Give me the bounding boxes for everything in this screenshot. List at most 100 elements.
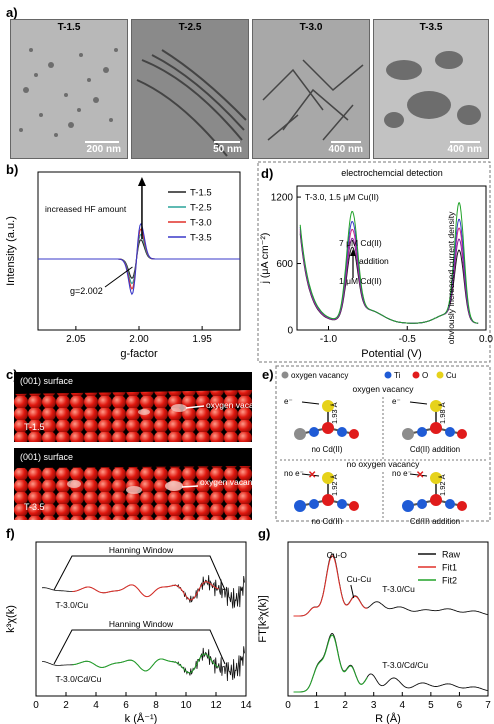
scale-label: 50 nm (213, 144, 242, 155)
ti-atom (309, 427, 319, 437)
series-label: T-3.0/Cu (56, 600, 89, 610)
legend-vacancy: oxygen vacancy (291, 371, 348, 380)
plot-frame (287, 541, 489, 697)
x-axis-label: g-factor (120, 348, 158, 360)
ti-atom (309, 499, 319, 509)
x-tick-label: 14 (240, 700, 252, 711)
plot-frame (35, 541, 247, 697)
ti-atom (417, 427, 427, 437)
o-atom (430, 494, 442, 506)
vacancy-atom (402, 428, 414, 440)
ti-atom (445, 427, 455, 437)
fit-series-line (293, 634, 368, 693)
tem-image-t15: T-1.5 200 nm (10, 19, 128, 159)
cell-caption: Cd(II) addition (410, 517, 460, 524)
panel-e-label: e) (262, 367, 274, 382)
annotation: obviously increased current density (446, 211, 456, 345)
panel-e-schematic: oxygen vacancy Ti O Cu oxygen vacancy no… (275, 365, 491, 524)
window-label: Hanning Window (109, 545, 174, 555)
cu-atom (430, 400, 442, 412)
panel-d-label: d) (261, 166, 273, 181)
ti-atom (294, 500, 306, 512)
legend-label: Fit1 (442, 563, 457, 573)
x-tick-label: 5 (428, 700, 434, 711)
scale-bar (450, 141, 480, 143)
ti-atom (417, 499, 427, 509)
annotation: addition (359, 256, 389, 266)
annotation: increased HF amount (45, 204, 127, 214)
bond-length: 1.92 Å (438, 474, 447, 496)
legend-label: Fit2 (442, 576, 457, 586)
x-tick-label: 3 (371, 700, 377, 711)
o-atom (349, 429, 359, 439)
x-tick-label: 2.00 (129, 334, 149, 345)
legend-label: T-3.0 (190, 218, 212, 229)
x-tick-label: 2 (342, 700, 348, 711)
electron-arrow (301, 473, 320, 477)
y-tick-label: 0 (287, 326, 293, 337)
scale-bar (214, 141, 240, 143)
annotation-pointer (350, 584, 355, 599)
x-axis-label: Potential (V) (361, 348, 422, 360)
scale-label: 400 nm (447, 144, 482, 155)
vacancy-spot (67, 480, 81, 488)
cu-atom (322, 472, 334, 484)
bond-length: 1.98 Å (438, 402, 447, 424)
fit-series-line (72, 653, 220, 674)
electron-arrow (301, 401, 320, 405)
vacancy-spot (138, 409, 150, 415)
fit-series-line (293, 555, 368, 617)
bond-length: 1.92 Å (330, 474, 339, 496)
ti-atom (337, 427, 347, 437)
vacancy-atom (294, 428, 306, 440)
x-tick-label: 10 (180, 700, 192, 711)
x-tick-label: 6 (123, 700, 129, 711)
tem-title: T-3.0 (299, 22, 323, 33)
ti-atom (445, 499, 455, 509)
legend-ti: Ti (394, 371, 401, 380)
bond-length: 1.93 Å (330, 402, 339, 424)
o-atom (430, 422, 442, 434)
window-label: Hanning Window (109, 619, 174, 629)
x-tick-label: -0.5 (399, 334, 417, 345)
arrow-head (137, 177, 146, 186)
ti-atom (337, 499, 347, 509)
surface-models: (001) surface T-1.5 oxygen vacancy (001)… (14, 372, 252, 520)
chart-electrochem: d) electrochemcial detection -1.0 -0.5 0.0 0 6… (257, 161, 493, 363)
electron-label: no e⁻ (284, 469, 304, 478)
cell-caption: no Cd(II) (311, 517, 342, 524)
hanning-window (53, 629, 226, 665)
electron-arrow (409, 473, 428, 477)
cluster-diagram: 1.92 Å no e⁻ ✕ no Cd(II) (284, 469, 359, 524)
header-top: oxygen vacancy (353, 384, 415, 394)
x-tick-label: 2.05 (66, 334, 86, 345)
annotation: Cu-Cu (347, 574, 372, 584)
tem-particles (19, 48, 118, 137)
cu-atom (430, 472, 442, 484)
scale-bar (85, 141, 119, 143)
legend-label: Raw (442, 550, 461, 560)
x-axis-label: R (Å) (375, 712, 401, 724)
annotation: 7 μM Cd(II) (339, 238, 382, 248)
ti-atom (402, 500, 414, 512)
y-axis-label: j (μA cm⁻²) (259, 233, 271, 285)
x-tick-label: 8 (153, 700, 159, 711)
o-atom (457, 429, 467, 439)
panel-a-label: a) (6, 5, 18, 20)
cluster-diagram: 1.98 Å e⁻ Cd(II) addition (392, 397, 467, 454)
electron-label: no e⁻ (392, 469, 412, 478)
y-tick-label: 1200 (271, 193, 294, 204)
cluster-diagram: 1.93 Å e⁻ no Cd(II) (284, 397, 359, 454)
panel-g-label: g) (258, 526, 270, 541)
y-tick-label: 600 (276, 259, 293, 270)
panel-b-label: b) (6, 162, 18, 177)
x-tick-label: 0.0 (479, 334, 493, 345)
vacancy-spot (126, 486, 142, 494)
tem-title: T-1.5 (57, 22, 81, 33)
annotation: T-3.0, 1.5 μM Cu(II) (305, 192, 379, 202)
y-axis-label: k³χ(k) (5, 605, 17, 633)
electron-arrow (409, 401, 428, 405)
x-tick-label: -1.0 (320, 334, 338, 345)
x-tick-label: 1.95 (192, 334, 212, 345)
cv-series-line (299, 202, 479, 324)
